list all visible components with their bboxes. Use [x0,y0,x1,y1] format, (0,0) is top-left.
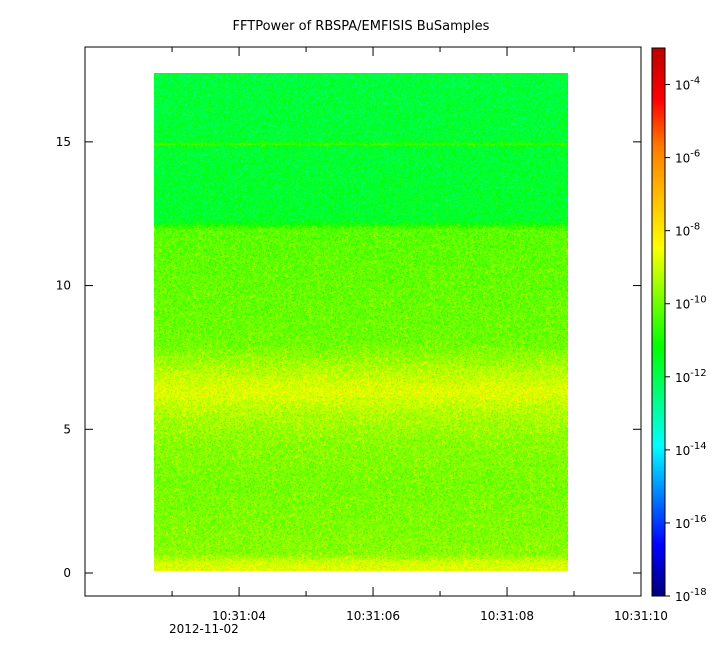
colorbar-tick-label: 10-4 [675,76,700,93]
colorbar-tick-label: 10-18 [675,587,707,604]
x-tick-label: 10:31:08 [480,609,534,623]
y-tick-label: 5 [63,422,71,436]
y-axis: 0 5 10 15 [56,135,641,580]
y-tick-label: 15 [56,135,71,149]
colorbar-frame [651,47,666,597]
x-tick-label: 10:31:10 [614,609,668,623]
x-tick-label: 10:31:04 [212,609,266,623]
colorbar-tick-label: 10-10 [675,295,707,312]
x-date-label: 2012-11-02 [169,622,239,636]
spectrogram-image [154,73,568,571]
chart-title: FFTPower of RBSPA/EMFISIS BuSamples [233,19,490,34]
colorbar-tick-label: 10-14 [675,441,707,458]
colorbar-tick-label: 10-8 [675,222,700,239]
colorbar-tick-label: 10-16 [675,514,707,531]
colorbar-tick-label: 10-6 [675,149,700,166]
x-tick-label: 10:31:06 [346,609,400,623]
colorbar-tick-label: 10-12 [675,368,707,385]
colorbar-axis: 10-18 10-16 10-14 10-12 10-10 10-8 10-6 10-4 [665,76,707,604]
y-tick-label: 0 [63,566,71,580]
x-axis: 10:31:04 10:31:06 10:31:08 10:31:10 [171,47,668,623]
y-tick-label: 10 [56,279,71,293]
colorbar [652,48,665,596]
